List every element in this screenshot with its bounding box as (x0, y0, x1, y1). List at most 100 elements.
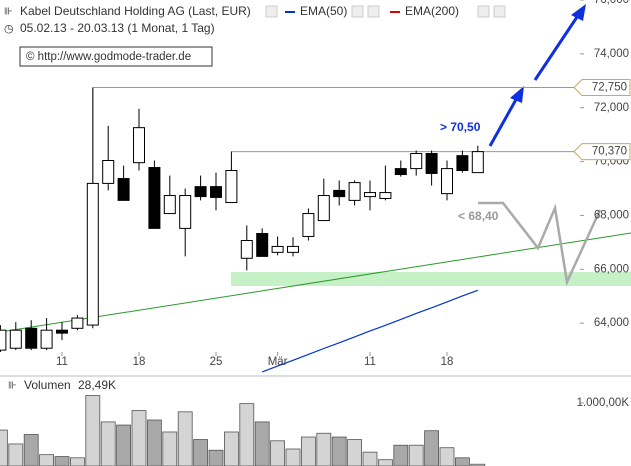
candle-body (133, 127, 145, 164)
candle-body (194, 186, 207, 198)
clock-icon: ◷ (4, 23, 14, 35)
volume-bar (131, 410, 147, 466)
volume-bar (331, 436, 347, 466)
icon-box[interactable] (351, 5, 364, 18)
forecast-arrows (488, 4, 586, 147)
level-tag (573, 79, 631, 97)
candle-body (71, 317, 84, 329)
volume-title: Volumen (24, 378, 71, 392)
volume-bar (177, 411, 193, 466)
candle-body (0, 329, 7, 351)
candle-body (240, 240, 253, 259)
legend-label: EMA(50) (300, 4, 347, 18)
level-tag (573, 143, 631, 161)
volume-bar (85, 395, 101, 466)
x-tick-label: 11 (56, 356, 68, 368)
volume-bar (316, 432, 332, 466)
candle-body (210, 186, 222, 198)
candle-body (86, 182, 99, 326)
x-tick-label: 11 (364, 356, 376, 368)
volume-bar (270, 440, 286, 466)
candle-body (102, 160, 115, 184)
candle-body (117, 178, 130, 201)
candle-body (9, 329, 22, 349)
candle-body (394, 168, 407, 176)
volume-bar (362, 451, 378, 466)
volume-bar (116, 424, 131, 466)
volume-bar (424, 430, 440, 466)
candle-body (148, 167, 161, 229)
volume-icon: ⊪ (8, 381, 17, 392)
volume-bar (162, 431, 178, 466)
candle-body (364, 192, 376, 198)
candle-body (348, 182, 361, 201)
x-tick-label: 18 (441, 356, 454, 368)
candle-body (225, 169, 238, 204)
candle-body (333, 189, 346, 198)
support-zone (231, 272, 631, 286)
x-tick-label: 18 (133, 356, 146, 368)
candle-body (456, 155, 469, 171)
y-tick-label: 74,000 (594, 48, 629, 60)
volume-bar (208, 449, 224, 466)
candle-body (271, 245, 284, 253)
candle-body (302, 213, 315, 237)
volume-label: 28,49K (78, 378, 116, 392)
icon-box[interactable] (265, 5, 278, 18)
candle-body (25, 327, 38, 349)
volume-bar (223, 431, 239, 466)
legend-label: EMA(200) (405, 4, 459, 18)
candle-body (441, 168, 453, 195)
level-label: 72,750 (592, 82, 627, 94)
icon-box[interactable] (367, 5, 380, 18)
trend-line (0, 232, 631, 333)
volume-bar (100, 421, 116, 466)
volume-bar (347, 439, 363, 466)
volume-bar (470, 463, 486, 466)
source: © http://www.godmode-trader.de (26, 51, 191, 63)
volume-bar (285, 448, 301, 466)
volume-bar (23, 434, 39, 466)
icon-box[interactable] (493, 5, 506, 18)
y-tick-label: 64,000 (594, 317, 629, 329)
icon: ⊪ (4, 7, 13, 18)
x-tick-label: 25 (210, 356, 223, 368)
header: ⊪ Kabel Deutschland Holding AG (Last, EU… (4, 4, 506, 67)
volume-bar (54, 456, 70, 466)
y-tick-label: 72,000 (594, 102, 629, 114)
candle-body (425, 153, 438, 174)
volume-bar (408, 444, 424, 466)
volume-bar (254, 421, 270, 466)
annotation: < 68,40 (458, 209, 499, 223)
y-tick-label: 76,000 (594, 0, 629, 6)
volume-bar (39, 454, 54, 466)
candle-body (287, 245, 299, 253)
source-box (19, 46, 213, 67)
volume-bar (146, 419, 162, 466)
level-label: 70,370 (592, 146, 627, 158)
candle-body (379, 192, 392, 199)
ema-line (261, 289, 479, 373)
icon-box[interactable] (477, 5, 490, 18)
volume-bar (377, 459, 393, 466)
y-tick-label: 1.000,00K (577, 397, 630, 409)
candle-body (163, 195, 176, 215)
chart-subtitle: 05.02.13 - 20.03.13 (1 Monat, 1 Tag) (20, 21, 215, 35)
candle-body (179, 195, 192, 229)
y-tick-label: 66,000 (594, 263, 629, 275)
volume-bar (439, 447, 455, 466)
volume-bar (0, 429, 8, 466)
candle-body (56, 329, 68, 334)
candle-body (410, 153, 423, 170)
volume-bar (300, 436, 316, 466)
y-tick-label: 68,000 (594, 209, 629, 221)
candle-body (40, 329, 53, 349)
volume-bar (393, 444, 409, 466)
volume-bar (454, 457, 470, 466)
annotation: > 70,50 (440, 120, 481, 134)
volume-bar (193, 439, 209, 466)
chart-title: Kabel Deutschland Holding AG (Last, EUR) (20, 4, 251, 18)
volume-bar (8, 443, 24, 466)
volume-bar (70, 457, 85, 466)
